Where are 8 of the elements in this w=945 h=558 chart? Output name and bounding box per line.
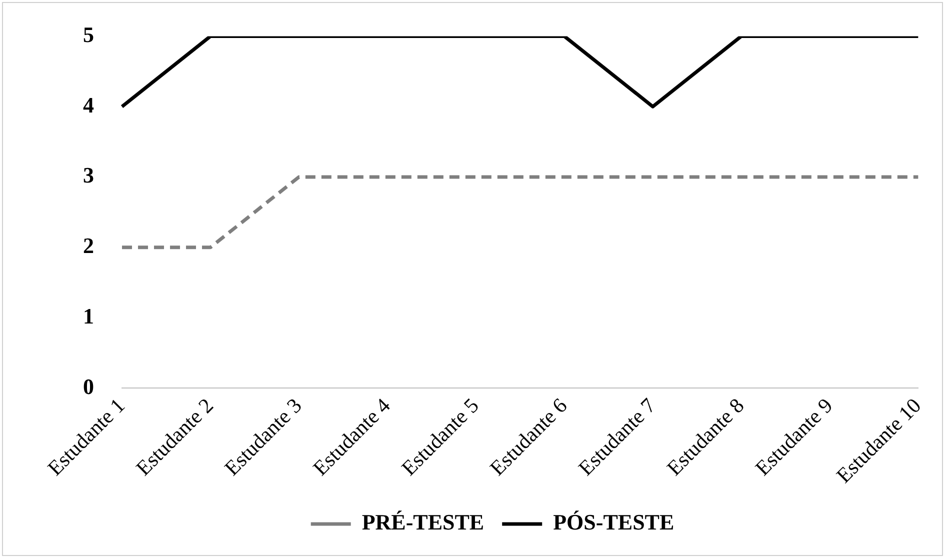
y-tick-label: 4	[83, 92, 94, 118]
y-tick-label: 1	[83, 303, 94, 328]
legend-label: PRÉ-TESTE	[362, 510, 484, 535]
y-tick-label: 0	[83, 374, 94, 399]
y-tick-label: 2	[83, 233, 94, 258]
y-tick-label: 5	[83, 22, 94, 47]
legend-label: PÓS-TESTE	[553, 510, 674, 535]
y-tick-label: 3	[83, 162, 94, 188]
